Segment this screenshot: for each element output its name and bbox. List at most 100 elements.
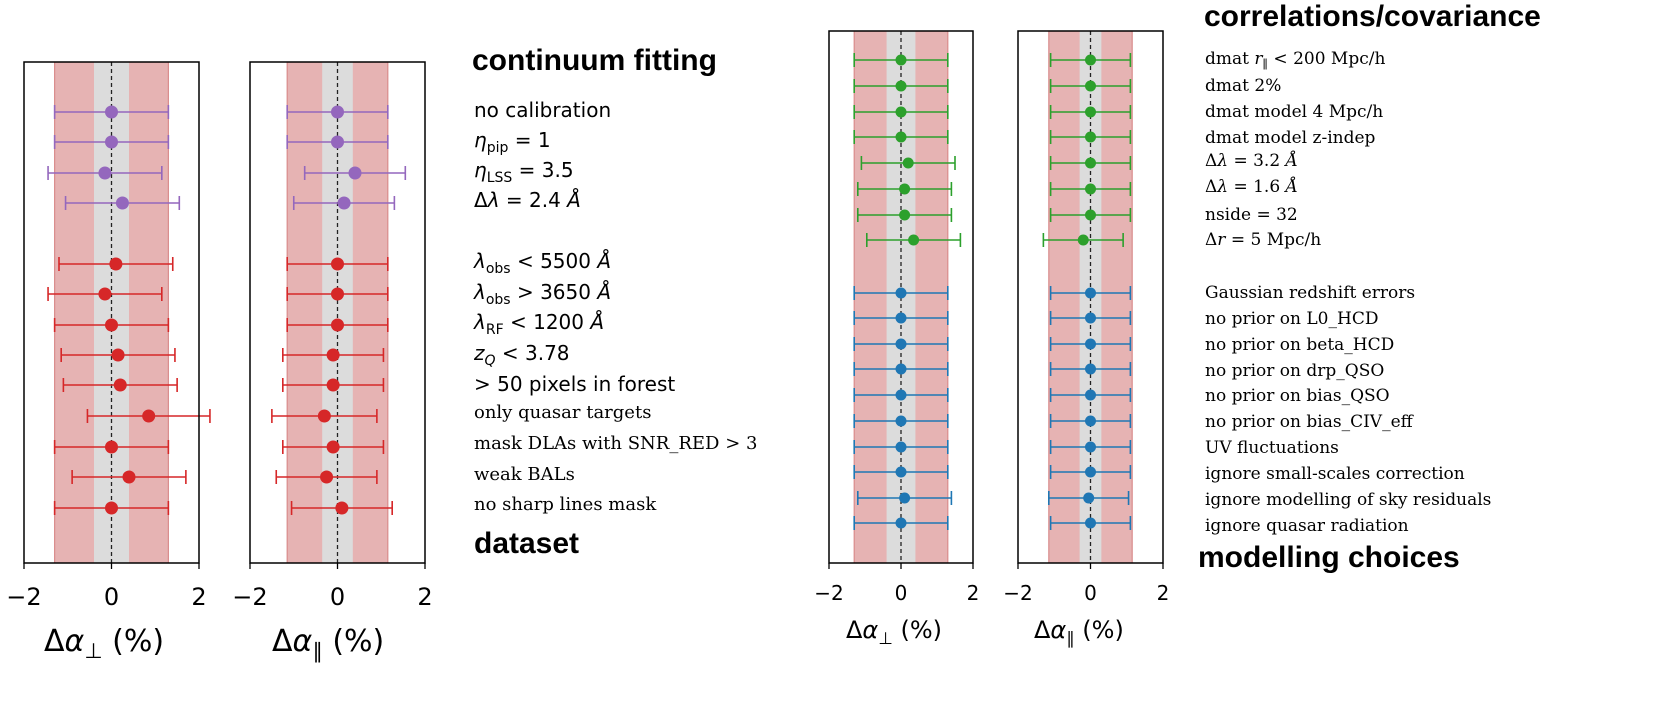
x-tick-label: −2 (232, 583, 267, 611)
data-point (895, 517, 907, 529)
data-point (1085, 415, 1096, 427)
correlations-label: dmat 2% (1205, 76, 1282, 96)
x-tick-label: 2 (191, 583, 206, 611)
modelling-label: no prior on drp_QSO (1205, 361, 1385, 381)
panel-right-perp: −2 0 2 (814, 30, 980, 605)
data-point (895, 287, 907, 299)
data-point (317, 409, 331, 423)
data-point (331, 105, 344, 119)
data-point (105, 135, 118, 149)
correlations-covariance-title: correlations/covariance (1204, 0, 1541, 33)
x-tick-label: 2 (417, 583, 432, 611)
dataset-label: > 50 pixels in forest (474, 372, 676, 396)
data-point (105, 105, 118, 119)
modelling-choices-title: modelling choices (1198, 541, 1460, 574)
data-point (331, 135, 344, 149)
modelling-label: ignore quasar radiation (1205, 516, 1409, 536)
continuum-label: Δλ = 2.4 Å (474, 188, 581, 212)
x-axis-title-right-par: Δα∥ (%) (1034, 616, 1124, 648)
data-point (895, 106, 907, 118)
x-axis-title-left-par: Δα∥ (%) (272, 624, 385, 663)
x-tick-label: 2 (1157, 581, 1170, 605)
x-tick-label: 0 (330, 583, 345, 611)
data-point (1085, 54, 1096, 66)
continuum-label: ηpip = 1 (474, 128, 551, 156)
data-point (1085, 466, 1096, 478)
data-point (895, 363, 907, 375)
data-point (98, 287, 112, 301)
data-point (98, 166, 112, 180)
data-point (895, 131, 907, 143)
dataset-label: weak BALs (474, 464, 575, 485)
x-tick-label: −2 (1003, 581, 1032, 605)
data-point (1083, 492, 1095, 504)
data-point (331, 287, 344, 301)
data-point (122, 470, 136, 484)
data-point (895, 80, 907, 92)
data-point (348, 166, 362, 180)
data-point (908, 234, 920, 246)
data-point (115, 196, 129, 210)
data-point (899, 209, 911, 221)
continuum-label: ηLSS = 3.5 (474, 158, 574, 186)
data-point (895, 312, 907, 324)
correlations-label: Δλ = 1.6 Å (1205, 177, 1298, 197)
data-point (331, 318, 344, 332)
data-point (895, 441, 907, 453)
x-tick-label: 0 (104, 583, 119, 611)
data-point (335, 501, 349, 515)
x-tick-label: 2 (967, 581, 980, 605)
dataset-title: dataset (474, 527, 580, 560)
data-point (1085, 106, 1096, 118)
modelling-label: UV fluctuations (1205, 438, 1339, 458)
x-tick-label: −2 (814, 581, 843, 605)
modelling-label: no prior on beta_HCD (1205, 335, 1395, 355)
data-point (331, 257, 344, 271)
dataset-label: λobs < 5500 Å (474, 249, 612, 277)
data-point (326, 348, 340, 362)
data-point (1085, 80, 1096, 92)
modelling-label: ignore modelling of sky residuals (1205, 490, 1492, 510)
continuum-label: no calibration (474, 98, 612, 122)
correlations-label: Δr = 5 Mpc/h (1205, 230, 1322, 250)
panel-left-perp: −2 0 2 (6, 61, 211, 611)
x-axis-title-right-perp: Δα⊥ (%) (846, 616, 943, 648)
x-axis-title-left-perp: Δα⊥ (%) (44, 624, 165, 663)
data-point (1085, 389, 1096, 401)
correlations-label: dmat model z-indep (1205, 128, 1376, 148)
data-point (337, 196, 351, 210)
data-point (320, 470, 334, 484)
data-point (113, 378, 127, 392)
dataset-label: zQ < 3.78 (474, 341, 570, 369)
panel-right-par: −2 0 2 (1003, 30, 1170, 605)
data-point (142, 409, 156, 423)
data-point (105, 440, 118, 454)
correlations-label: dmat r∥ < 200 Mpc/h (1205, 49, 1386, 72)
correlations-label: Δλ = 3.2 Å (1205, 151, 1298, 171)
data-point (895, 338, 907, 350)
data-point (105, 318, 118, 332)
dataset-label: λobs > 3650 Å (474, 280, 612, 308)
x-tick-label: −2 (6, 583, 41, 611)
data-point (1085, 183, 1096, 195)
x-tick-label: 0 (895, 581, 908, 605)
correlations-label: nside = 32 (1205, 205, 1298, 225)
data-point (1085, 157, 1096, 169)
modelling-label: no prior on bias_QSO (1205, 386, 1390, 406)
data-point (1077, 234, 1089, 246)
data-point (895, 389, 907, 401)
continuum-fitting-title: continuum fitting (472, 44, 717, 77)
data-point (1085, 312, 1096, 324)
data-point (111, 348, 125, 362)
panel-left-par: −2 0 2 (232, 61, 433, 611)
data-point (902, 157, 914, 169)
modelling-label: ignore small-scales correction (1205, 464, 1465, 484)
data-point (109, 257, 123, 271)
data-point (1085, 363, 1096, 375)
data-point (326, 378, 340, 392)
correlations-label: dmat model 4 Mpc/h (1205, 102, 1384, 122)
data-point (1085, 517, 1096, 529)
data-point (1085, 209, 1096, 221)
data-point (1085, 131, 1096, 143)
